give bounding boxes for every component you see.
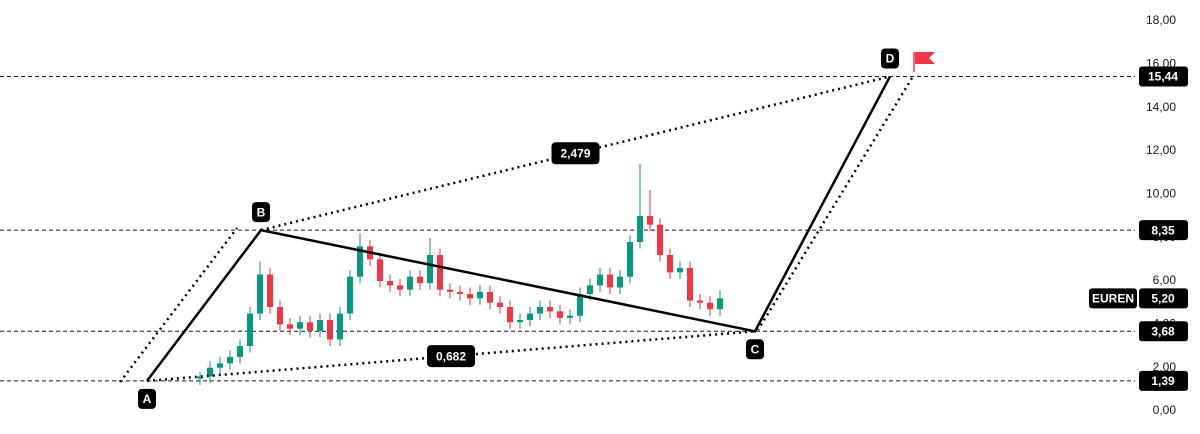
candle-body <box>647 216 653 225</box>
candle-body <box>397 285 403 290</box>
candle-body <box>557 311 563 318</box>
point-marker <box>138 388 156 409</box>
symbol-box <box>1089 288 1137 309</box>
candle-body <box>547 307 553 312</box>
point-label: A <box>143 392 152 406</box>
point-label: C <box>751 342 760 356</box>
candle-body <box>447 289 453 292</box>
candle-body <box>307 322 313 331</box>
point-label: B <box>257 205 266 219</box>
candle-body <box>317 320 323 331</box>
candle-body <box>497 302 503 308</box>
candle-body <box>577 294 583 316</box>
candle-body <box>237 346 243 357</box>
candle-body <box>377 259 383 282</box>
candle-body <box>297 322 303 329</box>
candle-body <box>667 255 673 273</box>
candle-body <box>477 291 483 299</box>
y-tick-label: 6,00 <box>1153 273 1177 287</box>
last-price-label: 5,20 <box>1151 292 1175 306</box>
price-label: 15,44 <box>1148 70 1178 84</box>
point-marker <box>252 202 270 223</box>
candle-body <box>347 276 353 314</box>
point-marker <box>746 339 764 360</box>
price-label-box <box>1139 66 1188 87</box>
candle-body <box>527 313 533 321</box>
point-marker <box>881 48 899 69</box>
candle-body <box>337 313 343 340</box>
point-label: D <box>886 52 895 66</box>
y-tick-label: 18,00 <box>1146 13 1176 27</box>
candle-body <box>567 315 573 318</box>
candle-body <box>407 276 413 290</box>
y-tick-label: 14,00 <box>1146 100 1176 114</box>
candle-body <box>267 274 273 308</box>
price-label: 8,35 <box>1151 223 1175 237</box>
candle-body <box>587 285 593 295</box>
candle-body <box>287 324 293 329</box>
candle-body <box>277 307 283 325</box>
ratio-label: 2,479 <box>560 146 590 160</box>
candle-body <box>617 276 623 288</box>
channel-guide <box>756 77 914 331</box>
candle-body <box>217 363 223 368</box>
candle-body <box>417 276 423 284</box>
candle-body <box>707 302 713 310</box>
candle-body <box>697 300 703 303</box>
candle-body <box>607 274 613 288</box>
price-label: 3,68 <box>1151 324 1175 338</box>
candle-body <box>227 356 233 364</box>
price-label-box <box>1139 321 1188 342</box>
pattern-line <box>146 75 892 382</box>
y-tick-label: 12,00 <box>1146 143 1176 157</box>
candle-body <box>457 291 463 295</box>
price-label: 1,39 <box>1151 374 1175 388</box>
candle-body <box>197 376 203 379</box>
ratio-box <box>551 142 600 165</box>
candle-body <box>467 294 473 299</box>
candle-body <box>437 255 443 290</box>
price-label-box <box>1139 370 1188 391</box>
ratio-box <box>427 345 475 368</box>
candle-body <box>537 307 543 314</box>
candle-body <box>677 268 683 273</box>
flag <box>915 52 935 64</box>
candle-body <box>687 268 693 301</box>
candle-body <box>257 274 263 314</box>
candle-body <box>627 242 633 277</box>
candle-body <box>387 281 393 286</box>
y-tick-label: 2,00 <box>1153 360 1177 374</box>
price-label-box <box>1139 220 1188 241</box>
candle-body <box>487 291 493 303</box>
y-tick-label: 10,00 <box>1146 187 1176 201</box>
channel-guide <box>119 227 238 383</box>
candle-body <box>597 274 603 286</box>
candle-body <box>717 298 723 310</box>
candle-body <box>657 224 663 256</box>
candle-body <box>357 246 363 277</box>
y-tick-label: 0,00 <box>1153 403 1177 417</box>
candle-body <box>207 367 213 377</box>
symbol-label: EUREN <box>1092 292 1134 306</box>
candle-body <box>427 255 433 284</box>
last-price-box <box>1139 288 1188 309</box>
ratio-label: 0,682 <box>436 349 466 363</box>
candle-body <box>247 313 253 347</box>
candle-body <box>327 320 333 340</box>
candle-body <box>507 307 513 323</box>
candle-body <box>637 216 643 243</box>
candle-body <box>517 320 523 323</box>
